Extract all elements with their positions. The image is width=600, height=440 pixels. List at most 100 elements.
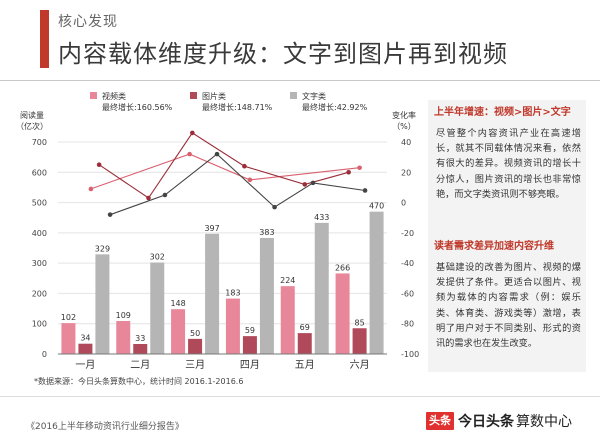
bar-0-1 [116, 320, 131, 354]
y-left-tick-label: 100 [32, 320, 47, 329]
y-left-tick-label: 300 [32, 259, 47, 268]
x-tick-label: 三月 [185, 359, 205, 371]
change-point-1-0 [96, 162, 102, 168]
bar-label-2-3: 383 [259, 228, 274, 237]
bar-label-1-4: 69 [300, 323, 310, 332]
y-right-tick-label: -100 [401, 350, 419, 359]
y-right-title-line2: （%） [392, 122, 416, 131]
y-left-tick-label: 600 [32, 168, 47, 177]
x-axis: 一月 二月 三月 四月 五月 六月 [58, 353, 387, 371]
bar-label-0-3: 183 [225, 289, 240, 298]
x-tick-label: 六月 [350, 359, 370, 371]
x-tick-label: 五月 [295, 359, 315, 371]
y-right-tick-label: 40 [401, 138, 411, 147]
bar-label-0-0: 102 [61, 313, 76, 322]
page-title: 内容载体维度升级：文字到图片再到视频 [58, 40, 508, 68]
bar-0-2 [171, 309, 186, 354]
bar-label-0-2: 148 [170, 299, 185, 308]
bar-1-0 [78, 343, 93, 354]
legend-swatch-2 [290, 92, 297, 99]
y-left-tick-label: 700 [32, 138, 47, 147]
change-point-1-1 [146, 195, 151, 201]
bar-1-4 [297, 333, 312, 354]
legend-swatch-1 [190, 92, 197, 99]
bar-2-4 [314, 222, 329, 354]
change-point-1-3 [242, 163, 247, 169]
change-point-2-4 [310, 180, 316, 186]
bar-label-2-4: 433 [314, 213, 329, 222]
bar-label-0-1: 109 [116, 311, 131, 320]
change-point-1-2 [190, 130, 195, 136]
insight-panel: 上半年增速：视频>图片>文字 尽管整个内容资讯产业在高速增长，就其不同载体情况来… [428, 100, 586, 372]
bar-2-1 [150, 262, 165, 354]
bars: 102 34 329 109 33 302 148 50 397 183 59 383 224 69 433… [61, 202, 384, 354]
panel-heading-demand: 读者需求差异加速内容升维 [434, 241, 554, 252]
report-title: 《2016上半年移动资讯行业细分报告》 [26, 422, 184, 432]
bar-label-1-1: 33 [135, 334, 145, 343]
gridlines [58, 141, 387, 355]
x-tick-label: 一月 [75, 359, 95, 371]
bar-label-2-0: 329 [95, 244, 110, 253]
legend-growth-1: 最终增长:148.71% [202, 102, 273, 112]
x-tick-label: 四月 [240, 359, 260, 371]
bar-2-5 [369, 211, 384, 354]
change-line-0 [90, 153, 360, 190]
change-point-2-5 [362, 188, 368, 193]
source-note: *数据来源：今日头条算数中心，统计时间 2016.1-2016.6 [34, 377, 244, 386]
title-accent-bar [40, 10, 49, 68]
y-right-tick-label: -20 [401, 229, 414, 238]
y-left-title-line1: 阅读量 [20, 110, 44, 120]
y-left-title-line2: （亿次） [16, 121, 48, 131]
y-left-tick-label: 400 [32, 229, 47, 238]
change-line-2 [109, 153, 366, 216]
brand-sub: 算数中心 [516, 414, 572, 430]
y-left-ticks: 0 100 200 300 400 500 600 700 [32, 138, 47, 359]
x-tick-label: 二月 [130, 359, 150, 371]
bar-label-1-5: 85 [354, 318, 364, 327]
change-point-0-3 [357, 165, 362, 171]
bar-label-0-4: 224 [280, 276, 295, 285]
y-left-tick-label: 500 [32, 199, 47, 208]
bar-0-5 [335, 273, 350, 354]
y-right-tick-label: -40 [401, 259, 414, 268]
legend-label-2: 文字类 [302, 91, 326, 101]
bar-label-2-1: 302 [150, 253, 165, 262]
bar-1-1 [133, 344, 148, 354]
y-right-ticks: 40 20 0 -20 -40 -60 -80 -100 [401, 138, 419, 359]
y-right-tick-label: -80 [401, 320, 414, 329]
change-point-0-0 [88, 186, 94, 192]
y-right-tick-label: -60 [401, 289, 414, 298]
footer-divider [0, 396, 600, 397]
bar-2-0 [95, 254, 110, 354]
legend-growth-0: 最终增长:160.56% [102, 102, 173, 112]
bar-2-3 [259, 238, 274, 354]
change-point-0-1 [187, 151, 192, 157]
section-label: 核心发现 [58, 14, 118, 30]
brand-name: 今日头条 [458, 414, 514, 430]
bar-label-2-2: 397 [204, 224, 219, 233]
y-right-title-line1: 变化率 [392, 110, 416, 120]
bar-0-0 [61, 323, 76, 354]
bar-label-2-5: 470 [369, 202, 384, 211]
bar-1-2 [188, 338, 203, 354]
change-point-1-4 [302, 182, 308, 187]
change-point-2-2 [214, 151, 220, 157]
change-point-0-2 [247, 177, 253, 183]
panel-heading-growth: 上半年增速：视频>图片>文字 [434, 107, 571, 118]
bar-1-3 [242, 336, 257, 354]
change-lines [88, 130, 368, 217]
bar-label-0-5: 266 [335, 263, 350, 272]
y-left-tick-label: 0 [42, 350, 47, 359]
legend-label-0: 视频类 [102, 91, 126, 101]
axis-titles: 阅读量 （亿次） 变化率 （%） [16, 110, 416, 131]
change-point-2-1 [162, 192, 168, 198]
y-left-tick-label: 200 [32, 289, 47, 298]
bar-0-4 [280, 286, 295, 354]
legend-label-1: 图片类 [202, 91, 226, 101]
bar-label-1-3: 59 [245, 326, 255, 335]
panel-body-demand: 基础建设的改善为图片、视频的爆发提供了条件。更适合以图片、视频为载体的内容需求（… [436, 262, 581, 350]
panel-body-growth: 尽管整个内容资讯产业在高速增长，就其不同载体情况来看，依然有很大的差异。视频资讯… [436, 128, 581, 200]
legend-swatch-0 [90, 92, 97, 99]
